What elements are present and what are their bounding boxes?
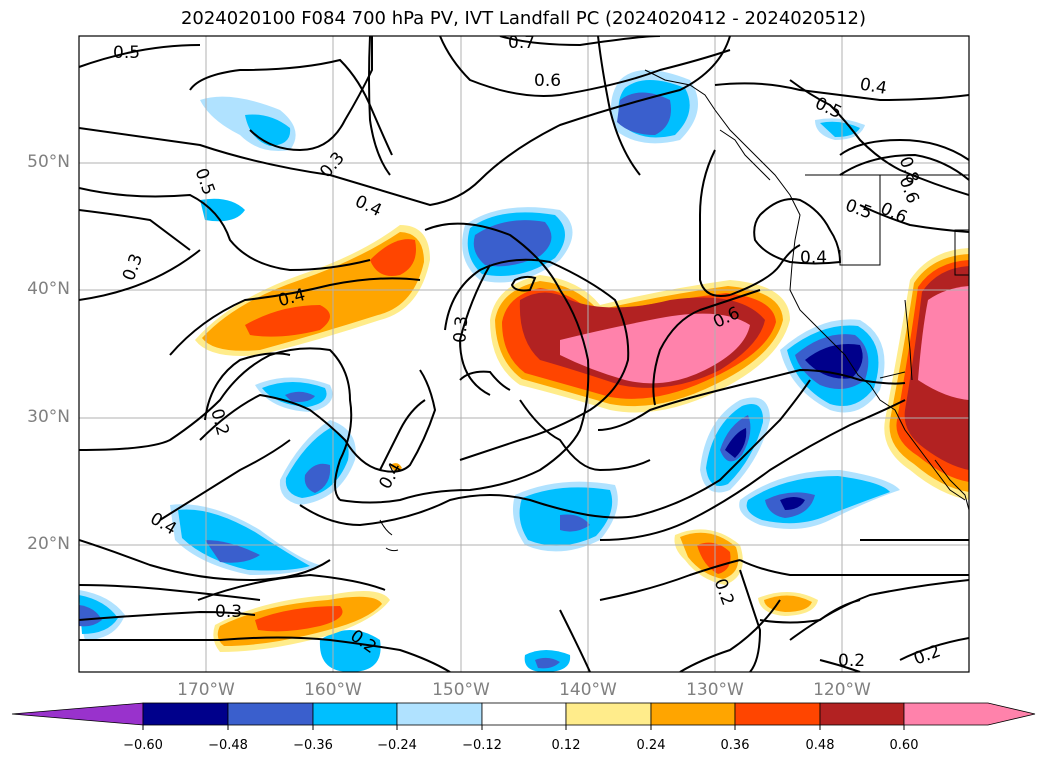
colorbar-extend-high — [903, 702, 1036, 726]
contour-label: 0.2 — [838, 651, 865, 671]
colorbar-tick-label: −0.24 — [377, 738, 417, 753]
colorbar-tick-label: −0.48 — [208, 738, 248, 753]
lon-label: 140°W — [559, 680, 617, 700]
colorbar-extend-low — [11, 702, 144, 726]
contour-label: 0.4 — [800, 248, 827, 268]
lon-label: 160°W — [304, 680, 362, 700]
colorbar-tick-label: 0.24 — [636, 738, 666, 753]
negative-anomaly-regions — [79, 70, 900, 672]
lat-label: 50°N — [27, 152, 70, 172]
lon-label: 170°W — [177, 680, 235, 700]
contour-label: 0.3 — [215, 602, 242, 622]
lon-label: 150°W — [432, 680, 490, 700]
colorbar-tick-label: 0.60 — [889, 738, 919, 753]
pv-contours — [79, 36, 969, 672]
lon-label: 120°W — [813, 680, 871, 700]
contour-label: 0.3 — [450, 315, 472, 344]
colorbar — [11, 702, 1036, 730]
colorbar-tick-label: 0.12 — [551, 738, 581, 753]
lat-label: 30°N — [27, 407, 70, 427]
lat-label: 20°N — [27, 534, 70, 554]
colorbar-tick-label: 0.36 — [720, 738, 750, 753]
contour-label: 0.7 — [508, 33, 535, 53]
map-frame — [78, 35, 970, 673]
coastlines — [379, 69, 969, 552]
lon-label: 130°W — [686, 680, 744, 700]
colorbar-tick-label: −0.60 — [123, 738, 163, 753]
contour-label: 0.4 — [858, 75, 888, 99]
contour-label: 0.6 — [534, 71, 561, 91]
colorbar-tick-label: −0.12 — [462, 738, 502, 753]
shaded-fields: 0.5 0.7 0.6 0.4 0.5 0.3 0.5 0.4 0.3 0.4 … — [79, 33, 969, 672]
lat-label: 40°N — [27, 279, 70, 299]
colorbar-tick-label: 0.48 — [805, 738, 835, 753]
contour-label: 0.5 — [113, 43, 140, 63]
colorbar-tick-label: −0.36 — [293, 738, 333, 753]
graticule — [79, 36, 969, 672]
map-title: 2024020100 F084 700 hPa PV, IVT Landfall… — [180, 8, 867, 29]
